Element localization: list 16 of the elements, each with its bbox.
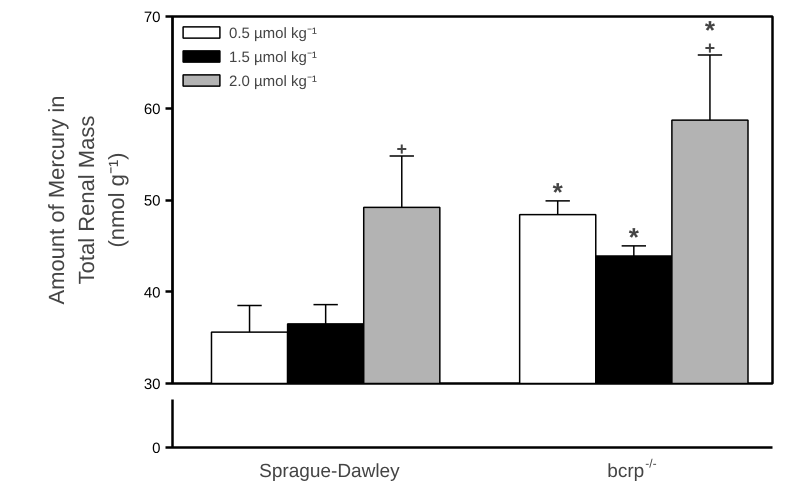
data-label: * bbox=[628, 222, 640, 252]
y-tick-label: 50 bbox=[144, 192, 161, 210]
y-tick-label: 60 bbox=[144, 100, 161, 118]
y-tick-label: 70 bbox=[144, 9, 161, 26]
text: + bbox=[704, 38, 716, 58]
legend-label: 2.0 µmol kg⁻¹ bbox=[229, 72, 317, 90]
x-tick-label: Sprague-Dawley bbox=[259, 461, 400, 482]
data-label: * bbox=[552, 176, 564, 207]
legend-label: 0.5 µmol kg⁻¹ bbox=[229, 24, 317, 42]
y-axis-title: Amount of Mercury in Total Renal Mass (nmol g⁻¹) bbox=[44, 95, 129, 305]
text: 0 bbox=[152, 440, 160, 457]
y-tick-label: 30 bbox=[144, 376, 161, 393]
x-tick-label: bcrp-/- bbox=[607, 456, 657, 482]
data-label: + bbox=[396, 138, 408, 159]
y-tick-label: 40 bbox=[144, 284, 161, 302]
legend-label: 1.5 µmol kg⁻¹ bbox=[229, 48, 317, 66]
